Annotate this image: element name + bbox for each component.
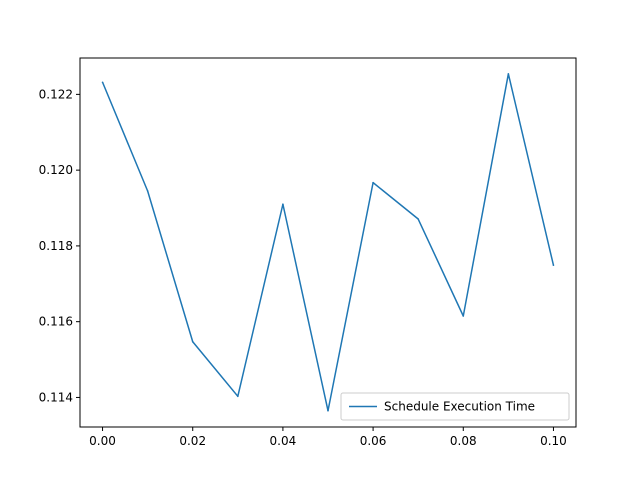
plot-frame <box>79 57 577 428</box>
y-tick-label: 0.114 <box>39 390 73 404</box>
x-tick-label: 0.00 <box>89 434 116 448</box>
data-point <box>282 203 284 206</box>
legend-label: Schedule Execution Time <box>384 400 535 414</box>
y-tick-label: 0.118 <box>39 239 73 253</box>
data-point <box>237 395 239 398</box>
x-tick-label: 0.02 <box>179 434 206 448</box>
data-point <box>146 190 149 192</box>
x-tick-label: 0.10 <box>540 434 567 448</box>
data-point <box>101 81 104 84</box>
data-point <box>507 73 510 75</box>
y-tick-label: 0.116 <box>39 315 73 329</box>
x-tick-label: 0.06 <box>360 434 387 448</box>
data-point <box>372 181 374 184</box>
data-point <box>552 264 555 267</box>
y-tick-label: 0.120 <box>39 163 73 177</box>
series-layer <box>101 73 555 412</box>
data-point <box>327 409 329 412</box>
data-point <box>462 315 465 317</box>
x-tick-label: 0.04 <box>270 434 297 448</box>
x-axis: 0.00 0.02 0.04 0.06 0.08 0.10 <box>89 427 567 448</box>
data-point <box>417 218 419 220</box>
legend: Schedule Execution Time <box>340 392 570 421</box>
y-axis: 0.114 0.116 0.118 0.120 0.122 <box>39 87 80 404</box>
legend-box <box>340 392 570 421</box>
data-point <box>191 340 194 343</box>
y-tick-label: 0.122 <box>39 87 73 101</box>
x-tick-label: 0.08 <box>450 434 477 448</box>
